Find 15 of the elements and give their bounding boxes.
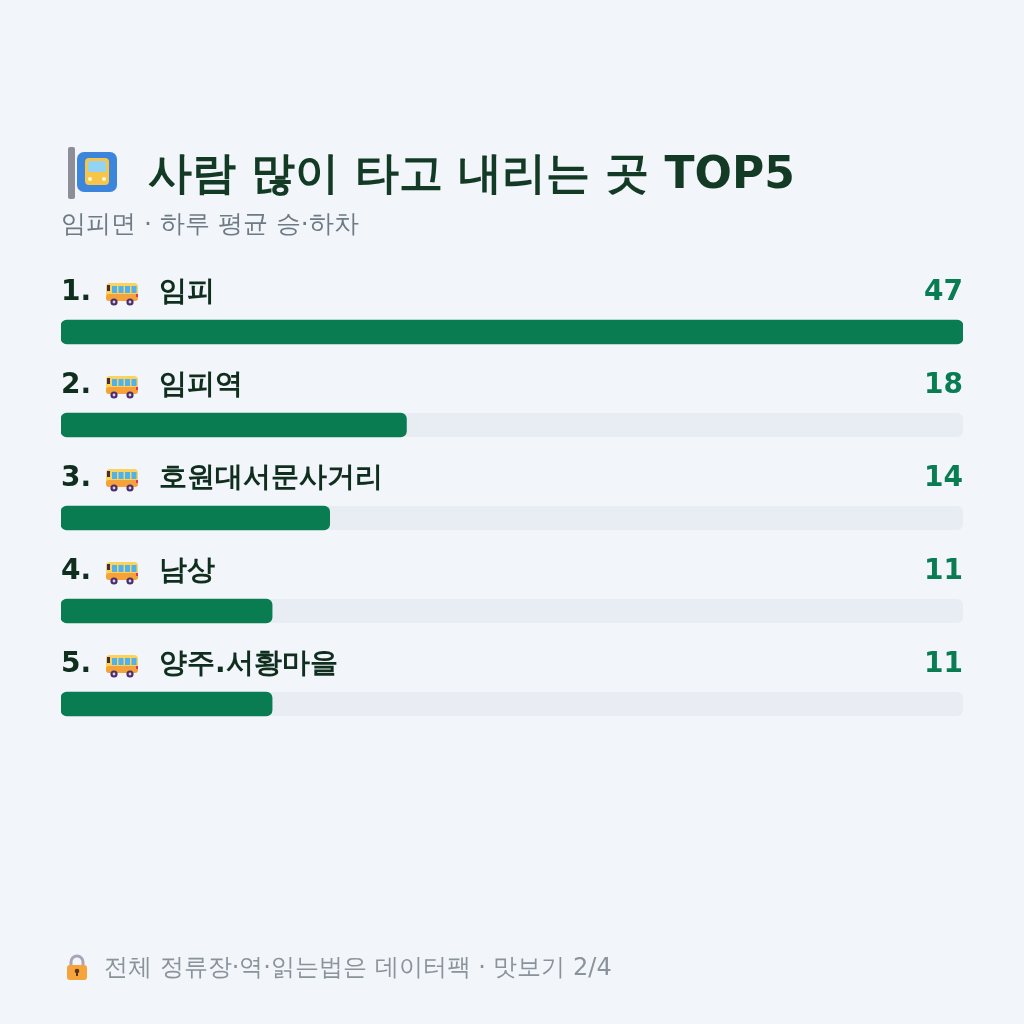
category-label: 5. 양주.서황마을 bbox=[61, 646, 338, 680]
data-label: 47 bbox=[924, 274, 963, 308]
bar bbox=[61, 691, 273, 717]
data-label: 18 bbox=[924, 367, 963, 401]
chart-subtitle: 임피면 · 하루 평균 승·하차 bbox=[61, 208, 359, 240]
category-label: 3. 호원대서문사거리 bbox=[61, 460, 384, 494]
bar bbox=[61, 598, 273, 624]
chart-title: 사람 많이 타고 내리는 곳 TOP5 bbox=[148, 146, 795, 200]
category-label: 1. 임피 bbox=[61, 274, 216, 308]
text: 전체 정류장·역·읽는법은 데이터팩 · 맛보기 2/4 bbox=[104, 952, 612, 983]
category-label: 2. 임피역 bbox=[61, 367, 244, 401]
data-label: 14 bbox=[924, 460, 963, 494]
data-label: 11 bbox=[924, 646, 963, 680]
data-label: 11 bbox=[924, 553, 963, 587]
category-label: 4. 남상 bbox=[61, 553, 216, 587]
